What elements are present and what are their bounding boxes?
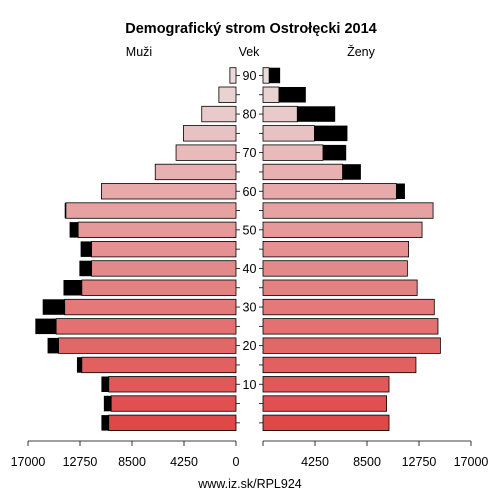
men-bar-40-44 — [91, 260, 237, 277]
age-tick-label: 40 — [243, 262, 257, 276]
x-axis-men: 17000 12750 8500 4250 0 — [11, 440, 240, 469]
men-bar-30-34 — [64, 298, 237, 316]
age-tick-label: 10 — [243, 378, 257, 392]
men-excess-45-49 — [80, 241, 92, 257]
women-excess-85-89 — [278, 87, 306, 103]
men-bar-80-84 — [201, 105, 237, 123]
women-excess-60-64 — [396, 183, 405, 199]
women-bar-80-84 — [262, 105, 298, 123]
men-bar-35-39 — [81, 279, 237, 296]
men-bar-10-14 — [108, 376, 237, 393]
men-bar-0-4 — [108, 414, 237, 432]
women-bar-45-49 — [262, 240, 410, 258]
women-bar-55-59 — [262, 202, 434, 219]
chart-title: Demografický strom Ostrołęcki 2014 — [125, 21, 376, 37]
men-excess-25-29 — [35, 318, 57, 335]
age-tick-label: 20 — [243, 339, 257, 353]
women-bar-30-34 — [262, 298, 435, 316]
women-bar-75-79 — [262, 125, 315, 142]
women-bar-50-54 — [262, 221, 423, 239]
women-bar-90+ — [262, 67, 270, 84]
x-tick-label: 12750 — [63, 455, 98, 469]
women-bars — [262, 67, 441, 432]
men-excess-40-44 — [79, 260, 92, 277]
women-bar-25-29 — [262, 318, 439, 335]
women-bar-10-14 — [262, 376, 390, 393]
men-bar-90+ — [229, 67, 237, 84]
age-tick-label: 50 — [243, 223, 257, 237]
age-tick-label: 80 — [243, 108, 257, 122]
x-tick-label: 4250 — [301, 455, 329, 469]
age-tick-label: 60 — [243, 185, 257, 199]
x-tick-label: 0 — [233, 455, 240, 469]
men-bar-15-19 — [81, 356, 237, 374]
x-axis-women: 4250 8500 12750 17000 — [262, 440, 489, 469]
women-bar-20-24 — [262, 337, 441, 354]
men-bar-45-49 — [91, 240, 237, 258]
men-excess-35-39 — [63, 280, 82, 296]
men-excess-55-59 — [64, 202, 66, 219]
women-excess-80-84 — [297, 106, 336, 122]
men-excess-20-24 — [47, 337, 59, 354]
women-bar-15-19 — [262, 356, 417, 374]
women-excess-90+ — [269, 67, 281, 84]
women-bar-70-74 — [262, 144, 324, 161]
x-tick-label: 8500 — [353, 455, 381, 469]
source-label: www.iz.sk/RPL924 — [197, 477, 302, 491]
age-label: Vek — [239, 45, 261, 59]
women-excess-70-74 — [322, 144, 347, 161]
women-bar-35-39 — [262, 279, 418, 296]
men-excess-50-54 — [69, 222, 79, 238]
men-excess-15-19 — [76, 357, 82, 373]
age-tick-label: 90 — [243, 69, 257, 83]
men-bar-25-29 — [55, 318, 237, 335]
x-tick-label: 17000 — [11, 455, 46, 469]
women-bar-0-4 — [262, 414, 390, 432]
men-excess-0-4 — [101, 415, 109, 431]
men-excess-5-9 — [103, 395, 112, 412]
women-bar-85-89 — [262, 86, 280, 103]
men-bar-5-9 — [110, 395, 237, 412]
women-bar-40-44 — [262, 260, 408, 277]
men-bar-20-24 — [58, 337, 237, 354]
men-bar-60-64 — [101, 183, 237, 200]
men-excess-10-14 — [101, 376, 109, 392]
men-bars — [35, 67, 237, 432]
age-tick-label: 70 — [243, 146, 257, 160]
women-excess-75-79 — [314, 125, 348, 142]
x-tick-label: 4250 — [170, 455, 198, 469]
x-tick-label: 17000 — [454, 455, 489, 469]
women-excess-65-69 — [342, 164, 361, 180]
women-bar-65-69 — [262, 163, 343, 181]
men-bar-50-54 — [77, 221, 237, 239]
women-bar-5-9 — [262, 395, 387, 412]
men-bar-75-79 — [182, 125, 237, 142]
men-excess-30-34 — [42, 299, 65, 315]
men-label: Muži — [126, 45, 152, 59]
age-axis: 10 20 30 40 50 60 70 80 90 — [236, 69, 263, 424]
x-tick-label: 8500 — [118, 455, 146, 469]
x-tick-label: 12750 — [402, 455, 437, 469]
men-bar-85-89 — [218, 86, 237, 103]
women-bar-60-64 — [262, 183, 397, 200]
men-bar-70-74 — [175, 144, 237, 161]
women-label: Ženy — [347, 44, 376, 59]
age-tick-label: 30 — [243, 301, 257, 315]
men-bar-55-59 — [65, 202, 237, 219]
men-bar-65-69 — [154, 163, 237, 181]
